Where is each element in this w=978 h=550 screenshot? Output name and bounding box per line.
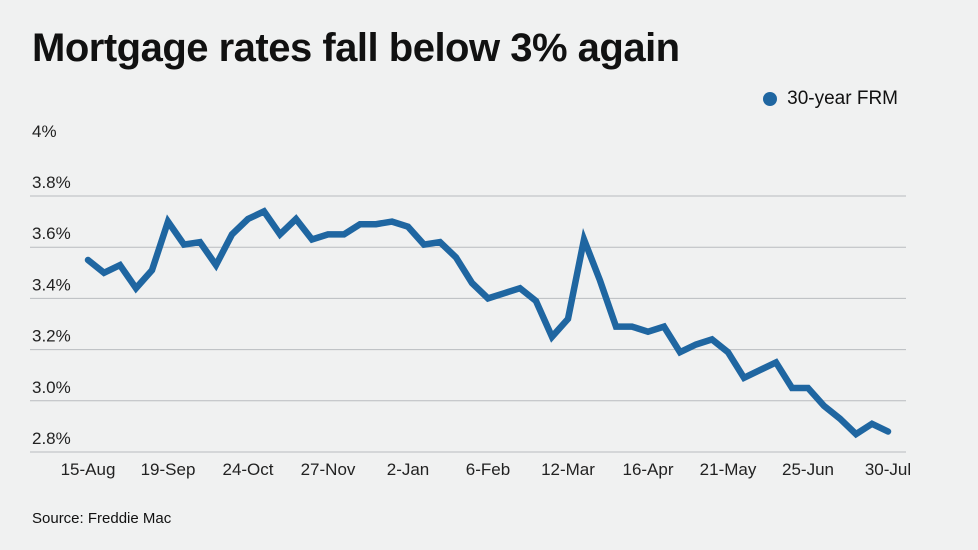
legend-label: 30-year FRM <box>787 88 898 109</box>
x-tick-label: 12-Mar <box>541 460 595 479</box>
chart-title: Mortgage rates fall below 3% again <box>32 26 680 70</box>
x-tick-label: 2-Jan <box>387 460 430 479</box>
y-tick-label: 3.6% <box>32 224 71 243</box>
gridlines <box>30 195 906 453</box>
x-tick-label: 16-Apr <box>622 460 673 479</box>
series-group <box>84 207 892 439</box>
x-tick-label: 25-Jun <box>782 460 834 479</box>
y-tick-label: 3.0% <box>32 378 71 397</box>
x-tick-label: 30-Jul <box>865 460 911 479</box>
y-axis-labels: 4% 3.8% 3.6% 3.4% 3.2% 3.0% 2.8% <box>32 122 71 448</box>
source-note: Source: Freddie Mac <box>32 510 172 527</box>
x-tick-label: 15-Aug <box>61 460 116 479</box>
x-tick-label: 6-Feb <box>466 460 510 479</box>
x-tick-label: 27-Nov <box>301 460 356 479</box>
x-axis-labels: 15-Aug 19-Sep 24-Oct 27-Nov 2-Jan 6-Feb 12-Mar… <box>61 460 912 479</box>
x-tick-label: 21-May <box>700 460 757 479</box>
x-tick-label: 19-Sep <box>141 460 196 479</box>
legend: 30-year FRM <box>763 88 898 110</box>
y-tick-label: 3.4% <box>32 275 71 294</box>
y-tick-label: 4% <box>32 122 57 141</box>
y-tick-label: 3.2% <box>32 327 71 346</box>
series-line-30-year-frm <box>84 207 892 439</box>
y-tick-label: 3.8% <box>32 173 71 192</box>
y-tick-label: 2.8% <box>32 429 71 448</box>
legend-marker-icon <box>763 92 778 106</box>
x-tick-label: 24-Oct <box>222 460 273 479</box>
